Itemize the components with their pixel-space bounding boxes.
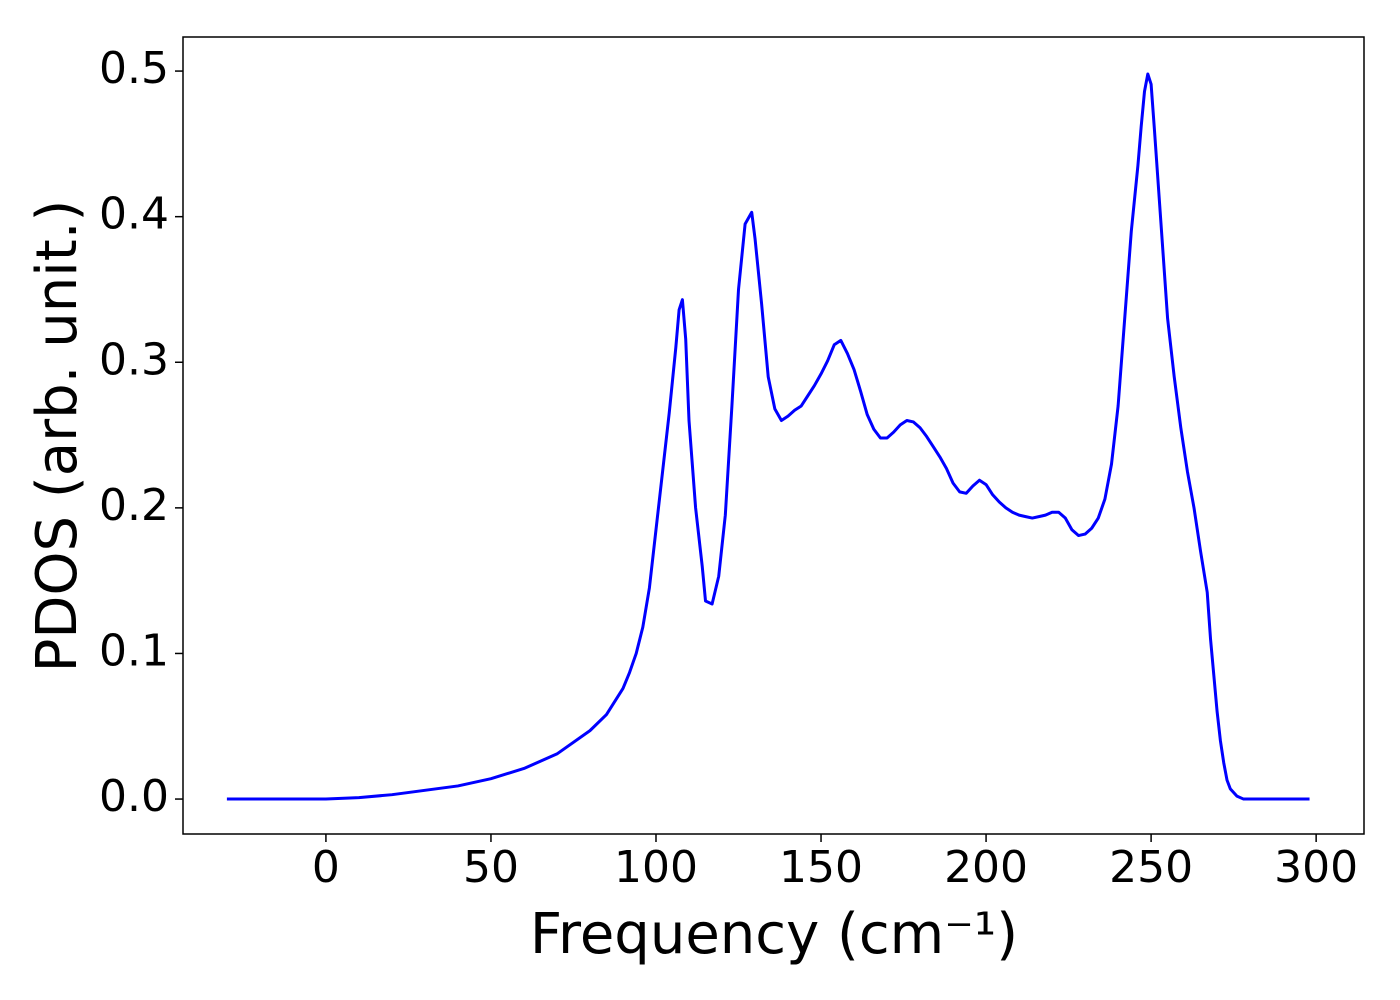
y-tick-label: 0.5 [99,43,169,94]
x-tick-label: 50 [463,842,519,893]
x-axis-label: Frequency (cm⁻¹) [530,902,1018,967]
x-tick-label: 100 [614,842,698,893]
y-tick-label: 0.1 [99,625,169,676]
x-tick-label: 0 [312,842,340,893]
y-axis-label: PDOS (arb. unit.) [25,200,90,673]
x-tick-label: 150 [779,842,863,893]
x-tick-label: 250 [1109,842,1193,893]
x-tick-label: 300 [1274,842,1358,893]
plot-frame [182,36,1365,835]
x-tick-label: 200 [944,842,1028,893]
y-tick-label: 0.2 [99,480,169,531]
y-tick-label: 0.0 [99,771,169,822]
y-tick-label: 0.4 [99,189,169,240]
y-tick-label: 0.3 [99,334,169,385]
data-line [226,72,1310,801]
